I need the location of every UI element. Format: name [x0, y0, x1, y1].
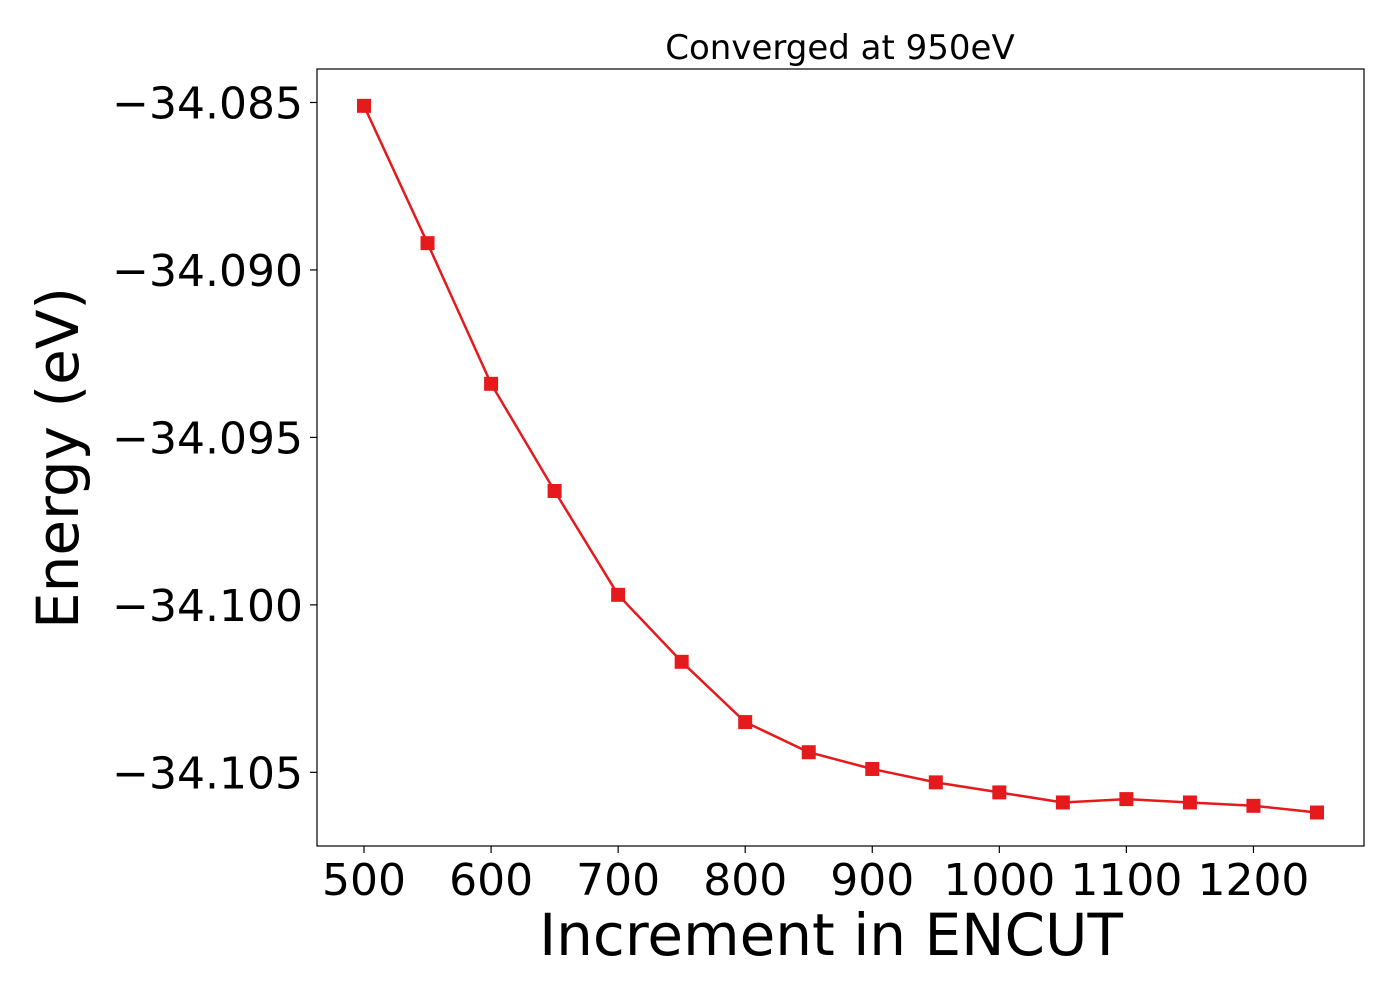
data-point-marker: [1055, 795, 1070, 810]
data-point-marker: [1246, 798, 1261, 813]
data-point-marker: [1119, 792, 1134, 807]
data-point-marker: [547, 483, 562, 498]
data-point-marker: [420, 236, 435, 251]
y-tick-label: −34.100: [112, 581, 303, 632]
x-tick-label: 500: [322, 855, 406, 906]
y-tick-label: −34.095: [112, 413, 303, 464]
x-tick-label: 600: [449, 855, 533, 906]
data-point-marker: [1182, 795, 1197, 810]
data-point-marker: [992, 785, 1007, 800]
x-tick-label: 800: [703, 855, 787, 906]
plot-area-frame: [316, 68, 1365, 847]
data-point-marker: [674, 654, 689, 669]
x-tick-label: 900: [830, 855, 914, 906]
data-point-marker: [1309, 805, 1324, 820]
data-point-marker: [865, 761, 880, 776]
series-layer: [357, 98, 1324, 820]
y-axis-label: Energy (eV): [24, 287, 92, 629]
data-point-marker: [738, 715, 753, 730]
chart-title: Converged at 950eV: [665, 28, 1014, 68]
series-line: [362, 105, 1318, 814]
y-axis-ticks: −34.085 −34.090 −34.095 −34.100 −34.105: [112, 78, 317, 799]
x-axis-label: Increment in ENCUT: [539, 901, 1123, 969]
data-point-marker: [801, 745, 816, 760]
data-point-marker: [928, 775, 943, 790]
x-tick-label: 700: [576, 855, 660, 906]
y-tick-label: −34.085: [112, 78, 303, 129]
x-tick-label: 1100: [1070, 855, 1182, 906]
data-point-marker: [357, 98, 372, 113]
data-point-marker: [611, 587, 626, 602]
x-tick-label: 1000: [943, 855, 1055, 906]
data-point-marker: [484, 376, 499, 391]
x-tick-label: 1200: [1197, 855, 1309, 906]
y-tick-label: −34.090: [112, 246, 303, 297]
x-axis-ticks: 500 600 700 800 900 1000 1100 1200: [322, 846, 1309, 906]
y-tick-label: −34.105: [112, 748, 303, 799]
